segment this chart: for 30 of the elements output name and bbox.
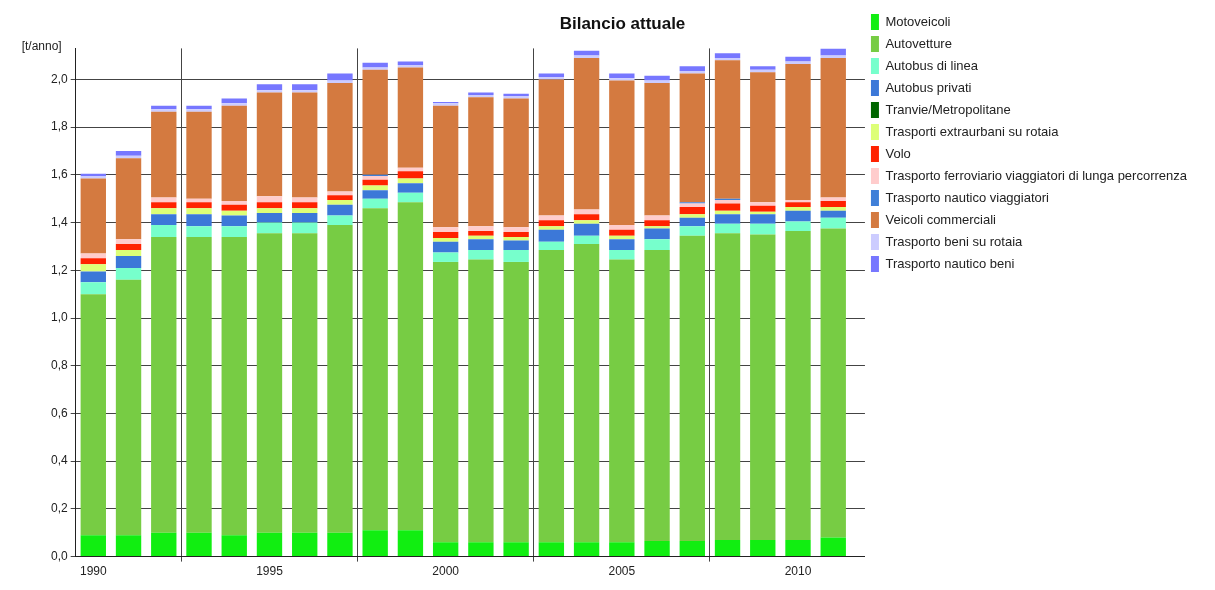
legend-label: Trasporto beni su rotaia <box>885 233 1024 249</box>
y-axis-title: [t/anno] <box>21 38 62 53</box>
y-tick-label: 2,0 <box>50 71 68 86</box>
legend-label: Trasporti extraurbani su rotaia <box>885 123 1060 139</box>
legend-label: Trasporto nautico beni <box>885 255 1015 271</box>
x-tick-label: 1995 <box>256 564 284 579</box>
x-tick-label: 2005 <box>608 564 636 579</box>
y-tick-label: 1,4 <box>50 214 68 229</box>
legend-label: Tranvie/Metropolitane <box>885 101 1011 117</box>
y-tick-label: 0,6 <box>50 405 68 420</box>
y-tick-label: 1,2 <box>50 262 68 277</box>
y-tick-label: 1,0 <box>50 310 68 325</box>
y-tick-label: 0,4 <box>50 453 68 468</box>
y-tick-label: 0,0 <box>50 548 68 563</box>
y-tick-label: 0,2 <box>50 501 68 516</box>
x-tick-label: 1990 <box>79 564 107 579</box>
y-tick-label: 1,6 <box>50 167 68 182</box>
legend-label: Autovetture <box>885 35 952 51</box>
x-tick-label: 2010 <box>784 564 812 579</box>
y-tick-label: 0,8 <box>50 358 68 373</box>
legend-label: Autobus privati <box>885 79 972 95</box>
chart-title: Bilancio attuale <box>559 13 686 33</box>
legend-label: Motoveicoli <box>885 13 951 29</box>
legend-label: Trasporto nautico viaggiatori <box>885 189 1050 205</box>
legend-label: Veicoli commerciali <box>885 211 997 227</box>
legend-label: Autobus di linea <box>885 57 979 73</box>
x-tick-label: 2000 <box>432 564 460 579</box>
y-tick-label: 1,8 <box>50 119 68 134</box>
legend-label: Volo <box>885 145 911 161</box>
legend-label: Trasporto ferroviario viaggiatori di lunga percorrenza <box>885 167 1188 183</box>
